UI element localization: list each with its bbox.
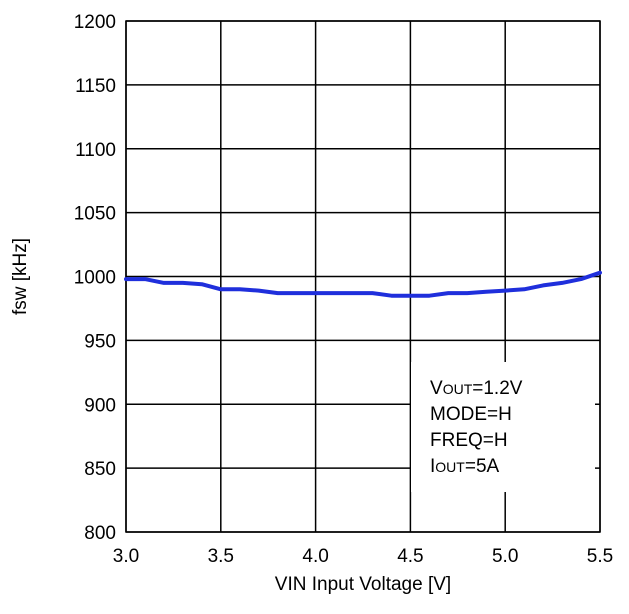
y-tick-labels: 800 850 900 950 1000 1050 1100 1150 1200: [74, 12, 116, 544]
annotation-line: FREQ=H: [430, 430, 508, 451]
y-tick-label: 1000: [74, 268, 116, 289]
x-tick-label: 4.5: [397, 546, 423, 567]
annotation-main: FREQ=H: [430, 430, 508, 451]
annotation-main: V: [430, 378, 443, 399]
annotation-main: I: [430, 456, 435, 477]
x-tick-labels: 3.0 3.5 4.0 4.5 5.0 5.5: [113, 546, 613, 567]
y-axis-label: fsw [kHz]: [10, 238, 31, 315]
annotation-main: MODE=H: [430, 404, 512, 425]
y-tick-label: 1100: [75, 140, 116, 161]
annotation-rest: =5A: [465, 456, 500, 477]
annotation-background: [411, 362, 595, 492]
x-tick-label: 4.0: [302, 546, 328, 567]
x-tick-label: 3.0: [113, 546, 139, 567]
x-tick-label: 3.5: [208, 546, 234, 567]
series-line: [124, 270, 602, 298]
annotation-line: MODE=H: [430, 404, 512, 425]
y-tick-label: 1200: [74, 12, 116, 33]
y-tick-label: 800: [84, 523, 116, 544]
x-axis-label: VIN Input Voltage [V]: [275, 574, 451, 595]
y-tick-label: 900: [84, 395, 116, 416]
x-tick-label: 5.5: [587, 546, 613, 567]
annotation-line: VOUT=1.2V: [430, 378, 523, 399]
annotation-rest: =1.2V: [472, 378, 523, 399]
y-tick-label: 850: [84, 459, 116, 480]
y-tick-label: 950: [84, 331, 116, 352]
annotation-subscript: OUT: [435, 459, 465, 475]
plot-frame: [125, 20, 601, 533]
y-tick-label: 1150: [75, 76, 116, 97]
y-tick-label: 1050: [74, 204, 116, 225]
series-group: [124, 270, 602, 298]
annotation-line: IOUT=5A: [430, 456, 500, 477]
x-tick-label: 5.0: [492, 546, 518, 567]
annotation-subscript: OUT: [443, 381, 473, 397]
